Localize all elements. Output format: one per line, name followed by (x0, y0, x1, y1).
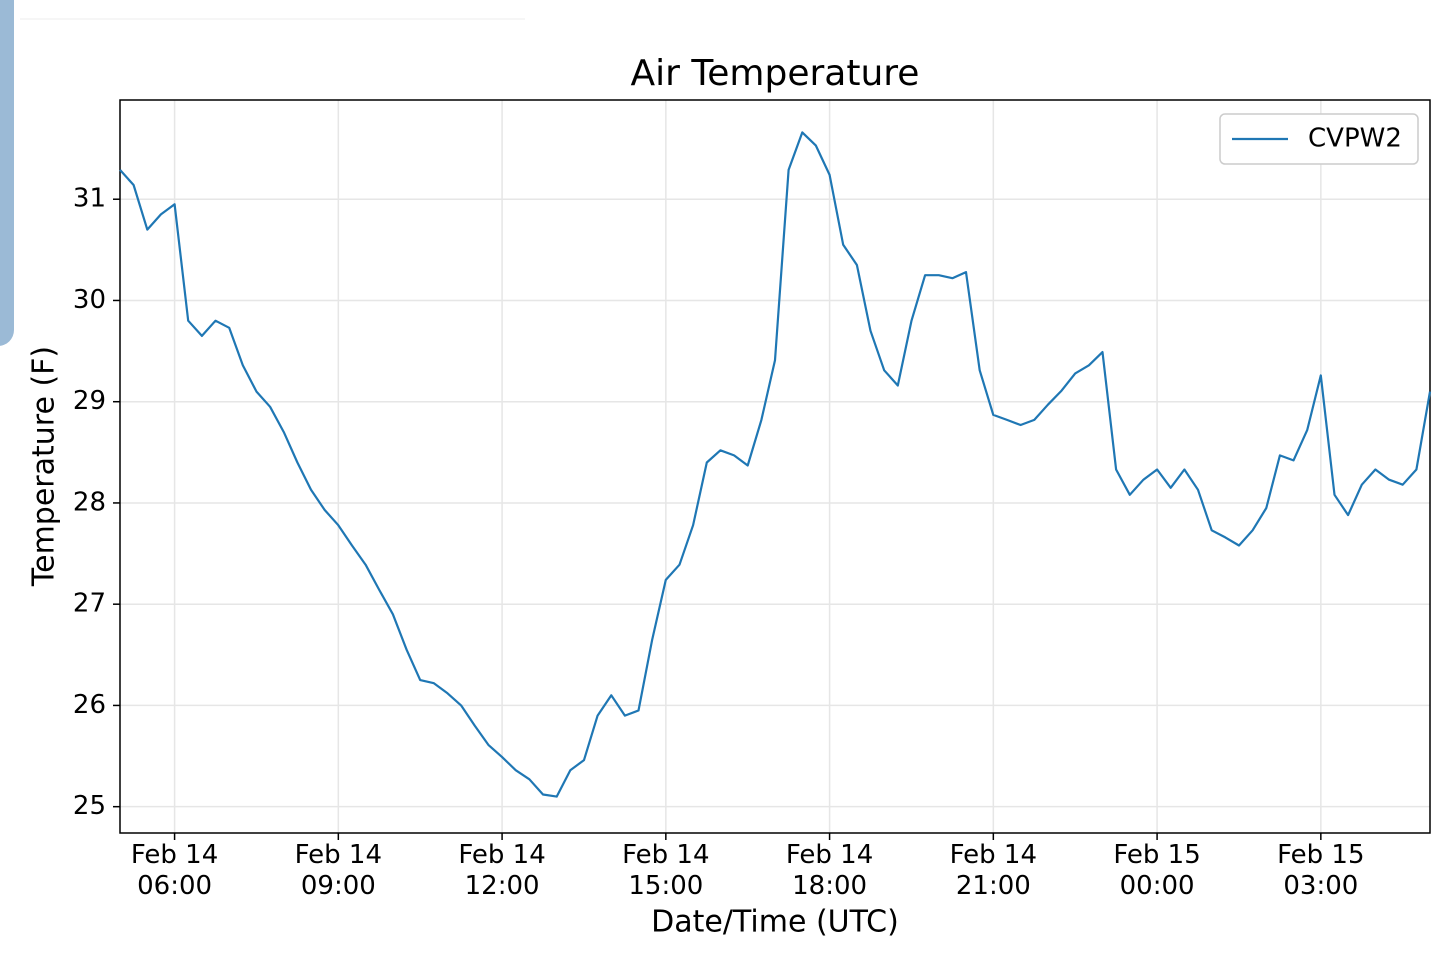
y-tick-label: 25 (73, 791, 106, 821)
x-tick-label: Feb 14 15:00 (622, 840, 710, 901)
y-tick-label: 27 (73, 589, 106, 619)
x-tick-label: Feb 14 12:00 (458, 840, 546, 901)
x-tick-label: Feb 14 06:00 (130, 840, 219, 901)
x-tick-label: Feb 14 18:00 (785, 840, 874, 901)
y-tick-label: 30 (73, 285, 106, 315)
x-tick-label: Feb 14 21:00 (949, 840, 1038, 901)
y-tick-label: 26 (73, 690, 106, 720)
y-axis-label: Temperature (F) (27, 346, 62, 587)
legend-box (1219, 113, 1419, 165)
y-tick-label: 28 (73, 487, 106, 517)
legend-label: CVPW2 (1308, 124, 1402, 154)
x-tick-label: Feb 14 09:00 (294, 840, 383, 901)
x-tick-label: Feb 15 03:00 (1277, 840, 1365, 901)
y-tick-label: 29 (73, 386, 106, 416)
plot-frame (119, 99, 1431, 834)
x-axis-label: Date/Time (UTC) (651, 905, 899, 940)
y-tick-label: 31 (73, 184, 106, 214)
x-tick-label: Feb 15 00:00 (1113, 840, 1201, 901)
chart-title: Air Temperature (631, 53, 920, 94)
data-line (119, 131, 1432, 798)
side-panel (0, 0, 14, 346)
